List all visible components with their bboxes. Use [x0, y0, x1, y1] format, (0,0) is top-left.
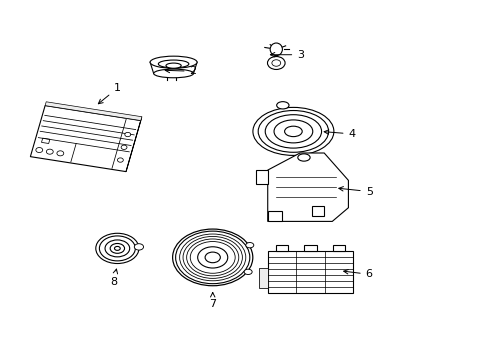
Ellipse shape [264, 115, 321, 148]
Ellipse shape [96, 233, 139, 264]
Bar [304, 245, 316, 251]
Ellipse shape [165, 63, 181, 68]
Text: 2: 2 [165, 66, 196, 76]
Text: 6: 6 [343, 269, 372, 279]
Circle shape [267, 57, 285, 69]
Ellipse shape [134, 244, 143, 250]
Circle shape [271, 60, 280, 66]
Ellipse shape [114, 247, 120, 250]
Ellipse shape [175, 231, 249, 284]
Text: 1: 1 [98, 83, 121, 104]
Bar [332, 245, 345, 251]
Polygon shape [41, 138, 50, 144]
Ellipse shape [153, 69, 193, 78]
Ellipse shape [186, 239, 238, 276]
Polygon shape [255, 170, 267, 184]
Ellipse shape [99, 236, 135, 261]
Ellipse shape [297, 154, 309, 161]
Polygon shape [126, 117, 142, 172]
Polygon shape [267, 153, 347, 221]
Ellipse shape [183, 237, 242, 278]
Ellipse shape [172, 229, 252, 286]
Text: 5: 5 [338, 186, 372, 197]
Ellipse shape [252, 107, 333, 156]
Ellipse shape [158, 60, 188, 68]
Ellipse shape [245, 243, 253, 248]
Ellipse shape [190, 242, 235, 273]
Circle shape [36, 148, 42, 153]
Circle shape [117, 158, 123, 162]
Ellipse shape [150, 56, 197, 68]
Bar [311, 206, 324, 216]
Ellipse shape [204, 252, 220, 263]
Circle shape [57, 151, 63, 156]
Text: 3: 3 [270, 50, 304, 60]
Circle shape [124, 132, 130, 137]
Text: 8: 8 [110, 269, 117, 287]
Text: 4: 4 [324, 129, 355, 139]
Ellipse shape [244, 269, 252, 275]
Circle shape [46, 149, 53, 154]
Ellipse shape [179, 234, 245, 281]
Ellipse shape [276, 102, 288, 109]
Ellipse shape [110, 243, 124, 253]
Circle shape [121, 145, 127, 149]
Polygon shape [30, 105, 141, 172]
Bar [267, 211, 282, 221]
Ellipse shape [269, 43, 282, 55]
Ellipse shape [197, 247, 227, 268]
Ellipse shape [258, 111, 328, 152]
Text: 7: 7 [209, 293, 216, 309]
Ellipse shape [105, 240, 129, 257]
Bar [259, 268, 267, 288]
Bar [267, 251, 352, 292]
Polygon shape [45, 102, 142, 121]
Ellipse shape [284, 126, 302, 136]
Ellipse shape [273, 120, 312, 143]
Bar [275, 245, 288, 251]
